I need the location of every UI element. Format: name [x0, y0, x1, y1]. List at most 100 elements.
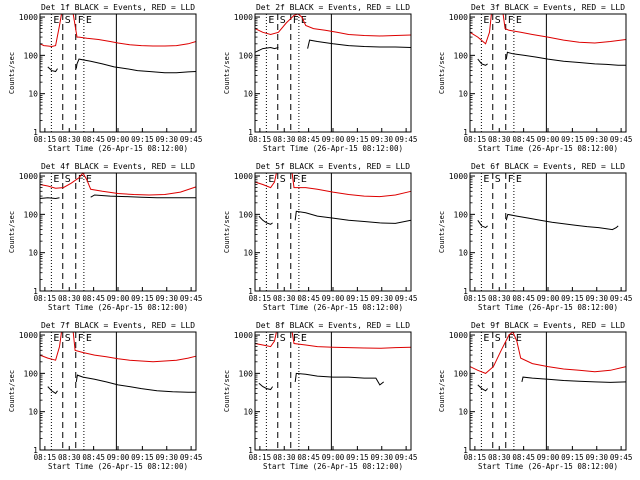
marker-label: E: [483, 174, 489, 185]
marker-label: F: [78, 15, 84, 26]
y-tick-label: 10: [243, 90, 253, 99]
marker-label: S: [280, 15, 286, 26]
y-tick-label: 1: [248, 287, 253, 296]
y-tick-label: 1: [463, 446, 468, 455]
y-tick-label: 1: [33, 128, 38, 137]
y-axis-label: Counts/sec: [223, 370, 231, 412]
x-tick-label: 09:30: [155, 294, 178, 303]
marker-label: E: [86, 15, 92, 26]
x-tick-label: 08:30: [58, 453, 81, 462]
x-tick-label: 09:00: [107, 453, 130, 462]
x-tick-label: 09:30: [585, 453, 608, 462]
events-series-line: [254, 46, 279, 53]
y-axis-label: Counts/sec: [438, 211, 446, 253]
x-tick-label: 09:45: [395, 135, 418, 144]
marker-label: E: [483, 333, 489, 344]
events-series-line: [90, 194, 196, 199]
events-series-line: [307, 39, 412, 49]
y-tick-label: 100: [24, 369, 39, 378]
y-tick-label: 1000: [19, 172, 38, 181]
x-axis-label: Start Time (26-Apr-15 08:12:00): [263, 303, 403, 312]
x-tick-label: 09:15: [346, 453, 369, 462]
lld-series-line: [469, 331, 627, 374]
x-tick-label: 08:45: [297, 453, 320, 462]
lld-series-line: [72, 331, 197, 363]
plot-frame: [254, 172, 412, 292]
y-axis-label: Counts/sec: [223, 211, 231, 253]
x-tick-label: 09:15: [131, 453, 154, 462]
marker-label: F: [508, 333, 514, 344]
marker-label: E: [301, 174, 307, 185]
y-tick-label: 10: [28, 90, 38, 99]
marker-label: E: [516, 333, 522, 344]
marker-label: F: [78, 174, 84, 185]
x-tick-label: 09:15: [131, 135, 154, 144]
y-tick-label: 1: [463, 287, 468, 296]
x-tick-label: 09:45: [180, 294, 203, 303]
marker-label: F: [293, 174, 299, 185]
events-series-line: [258, 382, 274, 391]
x-tick-label: 09:30: [585, 135, 608, 144]
x-tick-label: 09:00: [107, 135, 130, 144]
x-axis-label: Start Time (26-Apr-15 08:12:00): [478, 303, 618, 312]
y-tick-label: 10: [243, 408, 253, 417]
marker-label: F: [78, 333, 84, 344]
x-tick-label: 09:45: [180, 453, 203, 462]
x-tick-label: 08:30: [488, 294, 511, 303]
marker-label: E: [268, 333, 274, 344]
y-axis-label: Counts/sec: [8, 370, 16, 412]
x-tick-label: 08:30: [488, 453, 511, 462]
x-tick-label: 09:30: [370, 294, 393, 303]
events-series-line: [505, 51, 626, 66]
y-tick-label: 100: [24, 210, 39, 219]
x-tick-label: 08:45: [82, 294, 105, 303]
y-tick-label: 100: [239, 210, 254, 219]
x-tick-label: 09:30: [585, 294, 608, 303]
events-series-line: [294, 372, 385, 386]
lld-series-line: [291, 331, 412, 349]
x-tick-label: 09:00: [537, 135, 560, 144]
y-axis-label: Counts/sec: [8, 211, 16, 253]
plot-frame: [469, 172, 627, 292]
y-tick-label: 1000: [234, 13, 253, 22]
lld-series-line: [39, 13, 62, 48]
x-axis-label: Start Time (26-Apr-15 08:12:00): [478, 144, 618, 153]
y-tick-label: 1: [33, 446, 38, 455]
y-tick-label: 1: [248, 128, 253, 137]
x-axis-label: Start Time (26-Apr-15 08:12:00): [48, 462, 188, 471]
x-tick-label: 08:45: [512, 453, 535, 462]
y-tick-label: 100: [24, 51, 39, 60]
marker-label: F: [293, 15, 299, 26]
events-series-line: [505, 213, 619, 231]
x-tick-label: 09:15: [561, 135, 584, 144]
x-tick-label: 08:30: [273, 453, 296, 462]
y-tick-label: 1000: [19, 13, 38, 22]
y-tick-label: 10: [458, 90, 468, 99]
lld-series-line: [469, 13, 492, 45]
x-tick-label: 08:30: [58, 135, 81, 144]
events-series-line: [477, 220, 488, 229]
lld-series-line: [502, 13, 627, 44]
events-series-line: [294, 210, 412, 224]
x-tick-label: 09:00: [537, 453, 560, 462]
y-tick-label: 100: [239, 369, 254, 378]
panel-title: Det 7f BLACK = Events, RED = LLD: [41, 321, 195, 330]
x-axis-label: Start Time (26-Apr-15 08:12:00): [48, 144, 188, 153]
x-axis-label: Start Time (26-Apr-15 08:12:00): [478, 462, 618, 471]
y-tick-label: 100: [239, 51, 254, 60]
events-series-line: [258, 215, 273, 225]
marker-label: S: [280, 333, 286, 344]
x-tick-label: 08:15: [464, 135, 487, 144]
y-axis-label: Counts/sec: [438, 370, 446, 412]
lld-series-line: [39, 172, 197, 196]
plot-frame: [254, 331, 412, 451]
marker-label: E: [268, 174, 274, 185]
x-tick-label: 08:45: [82, 453, 105, 462]
x-tick-label: 08:45: [297, 294, 320, 303]
x-tick-label: 08:45: [512, 294, 535, 303]
